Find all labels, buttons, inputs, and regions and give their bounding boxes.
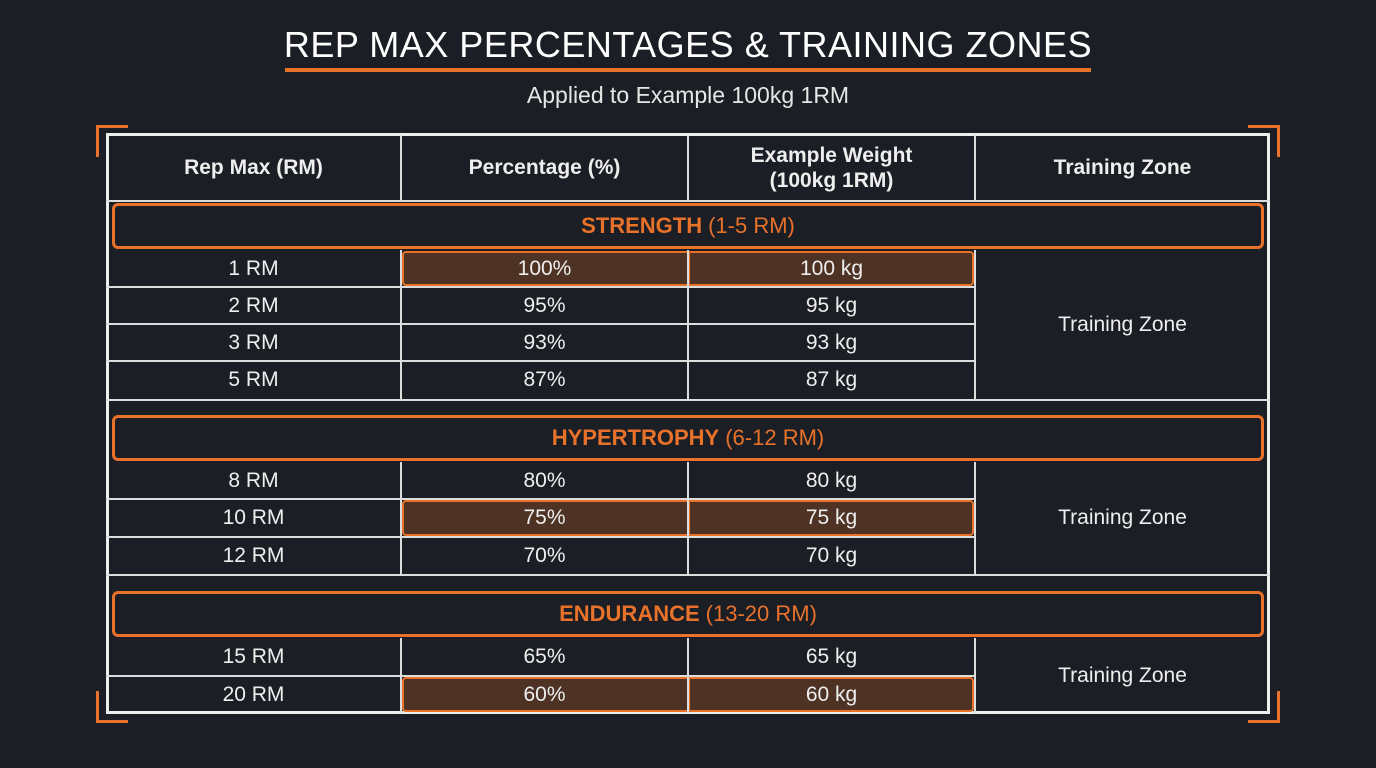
percentage-cell: 60%: [523, 682, 566, 706]
rep-max-cell: 15 RM: [222, 645, 285, 668]
weight-cell: 100 kg: [799, 256, 864, 280]
section-range: (13-20 RM): [705, 601, 817, 626]
weight-cell: 87 kg: [805, 368, 858, 391]
corner-bracket-bottom-left: [96, 691, 128, 723]
row-divider: [106, 498, 975, 500]
weight-cell: 70 kg: [805, 543, 858, 567]
percentage-cell: 93%: [523, 330, 566, 354]
header-example-weight: Example Weight (100kg 1RM): [750, 143, 913, 192]
weight-cell: 80 kg: [805, 468, 858, 492]
rep-max-cell: 1 RM: [228, 256, 279, 280]
header-rep-max: Rep Max (RM): [184, 156, 323, 180]
highlight-divider: [688, 253, 690, 284]
row-divider: [106, 360, 975, 362]
section-header-hypertrophy: HYPERTROPHY (6-12 RM): [112, 415, 1264, 461]
training-zone-cell: Training Zone: [1058, 312, 1187, 336]
rep-max-cell: 20 RM: [222, 682, 285, 706]
weight-cell: 65 kg: [805, 645, 858, 668]
weight-cell: 75 kg: [805, 506, 858, 529]
weight-cell: 95 kg: [805, 293, 858, 317]
column-divider: [974, 462, 976, 574]
highlight-divider: [688, 679, 690, 710]
row-divider: [106, 200, 1270, 202]
rep-max-cell: 2 RM: [228, 293, 279, 317]
section-header-strength: STRENGTH (1-5 RM): [112, 203, 1264, 249]
percentage-cell: 95%: [523, 293, 566, 317]
column-divider: [400, 250, 402, 399]
section-name: STRENGTH: [581, 213, 703, 238]
row-divider: [106, 286, 975, 288]
corner-bracket-bottom-right: [1248, 691, 1280, 723]
row-divider: [106, 675, 975, 677]
header-training-zone: Training Zone: [1053, 156, 1192, 180]
section-name: ENDURANCE: [559, 601, 700, 626]
section-name: HYPERTROPHY: [551, 425, 720, 450]
rep-max-cell: 12 RM: [222, 543, 285, 567]
section-range: (1-5 RM): [708, 213, 795, 238]
header-percentage: Percentage (%): [468, 156, 621, 180]
column-divider: [687, 250, 689, 399]
corner-bracket-top-left: [96, 125, 128, 157]
row-divider: [106, 399, 1270, 401]
column-divider: [974, 250, 976, 399]
weight-cell: 93 kg: [805, 330, 858, 354]
percentage-cell: 100%: [517, 256, 572, 280]
title-underline: [285, 68, 1091, 72]
section-range: (6-12 RM): [725, 425, 825, 450]
column-divider: [400, 638, 402, 713]
rep-max-cell: 10 RM: [222, 506, 285, 529]
column-divider: [974, 638, 976, 713]
subtitle: Applied to Example 100kg 1RM: [526, 82, 850, 108]
percentage-cell: 70%: [523, 543, 566, 567]
percentage-cell: 80%: [523, 468, 566, 492]
column-divider: [687, 462, 689, 574]
row-divider: [106, 574, 1270, 576]
column-divider: [687, 135, 689, 201]
training-zone-cell: Training Zone: [1058, 506, 1187, 529]
page-title: REP MAX PERCENTAGES & TRAINING ZONES: [283, 24, 1093, 65]
column-divider: [974, 135, 976, 201]
rep-max-cell: 8 RM: [228, 468, 279, 492]
percentage-cell: 87%: [523, 368, 566, 391]
corner-bracket-top-right: [1248, 125, 1280, 157]
percentage-cell: 65%: [523, 645, 566, 668]
row-divider: [106, 323, 975, 325]
highlight-divider: [688, 502, 690, 534]
column-divider: [687, 638, 689, 713]
section-header-endurance: ENDURANCE (13-20 RM): [112, 591, 1264, 637]
weight-cell: 60 kg: [805, 682, 858, 706]
column-divider: [400, 135, 402, 201]
rep-max-cell: 5 RM: [228, 368, 279, 391]
row-divider: [106, 536, 975, 538]
rep-max-cell: 3 RM: [228, 330, 279, 354]
percentage-cell: 75%: [523, 506, 566, 529]
column-divider: [400, 462, 402, 574]
training-zone-cell: Training Zone: [1058, 663, 1187, 687]
